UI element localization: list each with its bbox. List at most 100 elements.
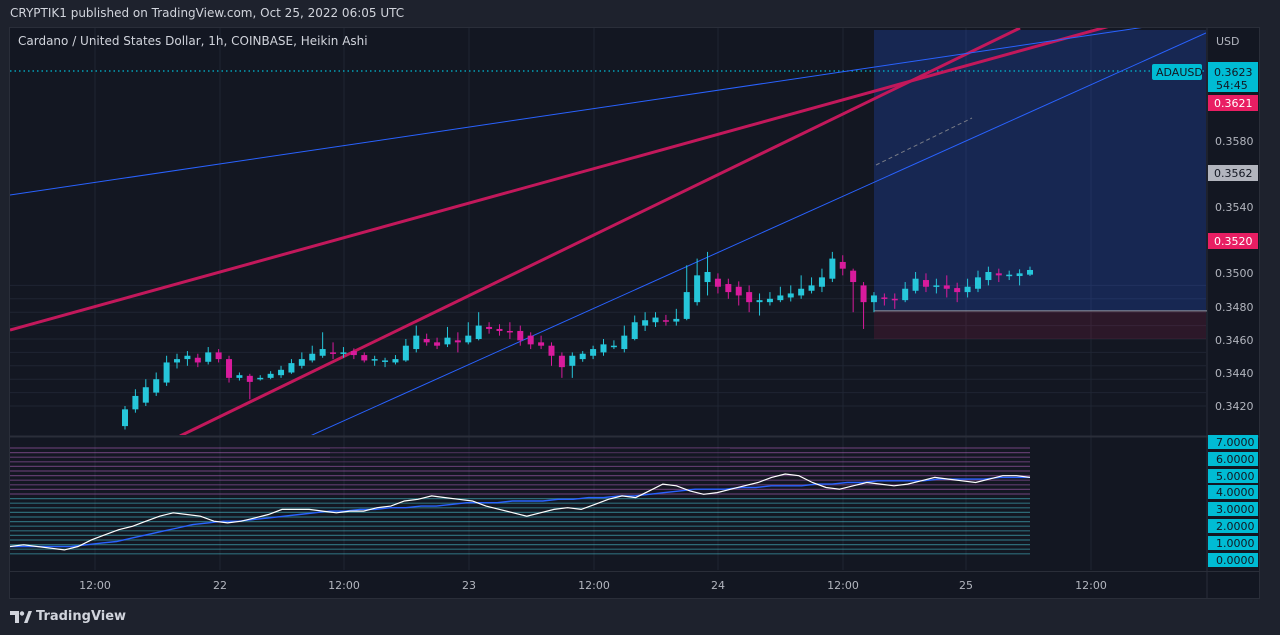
oscillator-shade <box>330 448 730 466</box>
candle-body <box>163 362 170 383</box>
candle-body <box>631 322 638 339</box>
candle-body <box>766 298 773 303</box>
time-tick-label: 12:00 <box>79 579 111 592</box>
symbol-badge <box>1152 64 1202 80</box>
long-position-stop-zone <box>874 310 1206 339</box>
candle-body <box>746 292 753 303</box>
chart-panel[interactable] <box>9 27 1260 599</box>
candle-body <box>454 340 461 343</box>
candle-body <box>725 284 732 293</box>
time-tick-label: 25 <box>959 579 973 592</box>
candle-body <box>569 355 576 366</box>
candle-body <box>912 278 919 291</box>
osc-tick-badge <box>1208 485 1258 499</box>
candle-body <box>423 339 430 343</box>
channel-upper-line[interactable] <box>10 26 1110 332</box>
osc-tick-badge <box>1208 469 1258 483</box>
tradingview-logo-icon <box>10 610 32 623</box>
osc-tick-label: 7.0000 <box>1216 436 1255 449</box>
candle-body <box>205 352 212 362</box>
osc-tick-badge <box>1208 502 1258 516</box>
price-tick-label: 0.3440 <box>1215 367 1254 380</box>
candle-body <box>278 369 285 376</box>
candle-body <box>579 353 586 360</box>
oscillator-fast-line <box>9 473 1031 551</box>
candle-body <box>371 359 378 361</box>
footer-brand[interactable]: TradingView <box>10 609 126 624</box>
candle-body <box>402 345 409 361</box>
price-tick-label: 0.3580 <box>1215 135 1254 148</box>
candle-body <box>891 298 898 301</box>
candle-body <box>475 325 482 339</box>
marker-price-badge <box>1208 95 1258 111</box>
symbol-badge-text: ADAUSD <box>1156 66 1203 79</box>
candle-body <box>382 360 389 362</box>
channel-lower-line[interactable] <box>179 28 1021 436</box>
trendline-lower[interactable] <box>310 32 1206 436</box>
candle-body <box>444 337 451 345</box>
osc-tick-label: 1.0000 <box>1216 537 1255 550</box>
candle-body <box>496 328 503 331</box>
candles <box>122 251 1033 430</box>
candle-body <box>850 270 857 283</box>
candle-body <box>340 352 347 354</box>
candle-body <box>361 355 368 361</box>
time-tick-label: 12:00 <box>1075 579 1107 592</box>
osc-tick-badge <box>1208 553 1258 567</box>
footer-brand-text: TradingView <box>36 609 127 624</box>
candle-body <box>610 345 617 348</box>
candle-body <box>527 335 534 345</box>
projection-dashed-line[interactable] <box>875 117 973 166</box>
candle-body <box>798 288 805 296</box>
price-tick-label: 0.3540 <box>1215 201 1254 214</box>
last-price-badge <box>1208 62 1258 92</box>
candle-body <box>434 342 441 346</box>
osc-tick-badge <box>1208 536 1258 550</box>
candle-body <box>330 352 337 354</box>
candle-body <box>184 355 191 360</box>
candle-body <box>142 387 149 403</box>
time-tick-label: 24 <box>711 579 725 592</box>
time-tick-label: 12:00 <box>827 579 859 592</box>
trendline-upper[interactable] <box>10 18 1206 196</box>
candle-body <box>808 285 815 291</box>
time-tick-label: 23 <box>462 579 476 592</box>
candle-body <box>662 320 669 322</box>
candle-body <box>413 335 420 350</box>
candle-body <box>517 330 524 341</box>
candle-body <box>506 330 513 333</box>
candle-body <box>642 320 649 326</box>
price-tick-label: 0.3480 <box>1215 301 1254 314</box>
candle-body <box>829 258 836 279</box>
candle-body <box>683 292 690 319</box>
candle-body <box>881 297 888 299</box>
osc-tick-label: 6.0000 <box>1216 453 1255 466</box>
price-tick-label: 0.3500 <box>1215 267 1254 280</box>
osc-tick-label: 4.0000 <box>1216 486 1255 499</box>
candle-body <box>558 355 565 368</box>
drawings[interactable] <box>10 18 1206 436</box>
oscillator-slow-line <box>10 476 1030 548</box>
candle-body <box>652 317 659 323</box>
candle-body <box>787 293 794 298</box>
candle-body <box>902 288 909 301</box>
candle-body <box>995 273 1002 276</box>
candle-body <box>964 286 971 293</box>
osc-tick-label: 3.0000 <box>1216 503 1255 516</box>
candle-body <box>922 280 929 287</box>
candle-body <box>870 295 877 303</box>
marker-price-value: 0.3621 <box>1214 97 1253 110</box>
candle-body <box>174 359 181 363</box>
osc-tick-badge <box>1208 452 1258 466</box>
candle-body <box>673 318 680 322</box>
candle-body <box>818 277 825 287</box>
price-tick-label: 0.3460 <box>1215 334 1254 347</box>
time-tick-label: 22 <box>213 579 227 592</box>
entry-price-value: 0.3562 <box>1214 167 1253 180</box>
candle-body <box>267 373 274 378</box>
candle-body <box>985 272 992 281</box>
candle-body <box>735 286 742 296</box>
candle-body <box>777 295 784 301</box>
bar-countdown: 54:45 <box>1216 79 1248 92</box>
